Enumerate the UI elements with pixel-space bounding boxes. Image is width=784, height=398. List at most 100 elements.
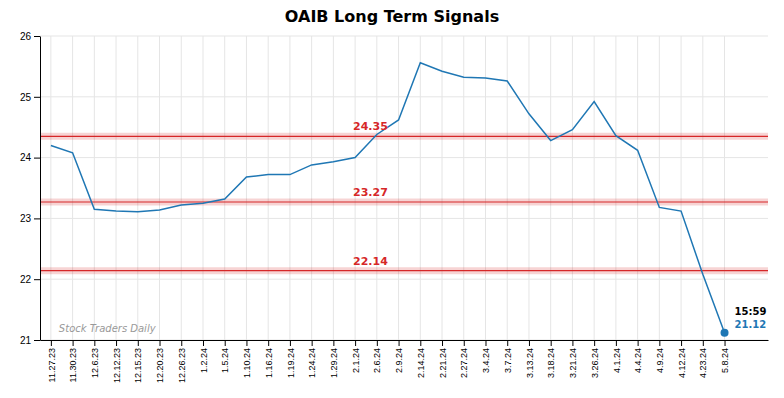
tick-mark <box>616 340 617 346</box>
tick-mark <box>34 36 40 37</box>
tick-mark <box>225 340 226 346</box>
tick-mark <box>160 340 161 346</box>
y-tick: 23 <box>20 213 40 224</box>
tick-mark <box>181 340 182 346</box>
y-tick: 21 <box>20 335 40 346</box>
tick-label: 3.7.24 <box>503 348 513 373</box>
x-tick: 1.16.24 <box>264 340 274 378</box>
reference-line <box>40 270 768 271</box>
tick-mark <box>51 340 52 346</box>
tick-mark <box>551 340 552 346</box>
tick-mark <box>703 340 704 346</box>
tick-mark <box>333 340 334 346</box>
tick-mark <box>659 340 660 346</box>
tick-label: 2.14.24 <box>416 348 426 378</box>
grid-line <box>550 36 551 340</box>
x-tick: 12.6.23 <box>90 340 100 378</box>
grid-line <box>442 36 443 340</box>
tick-mark <box>34 218 40 219</box>
tick-label: 4.4.24 <box>633 348 643 373</box>
grid-line <box>637 36 638 340</box>
tick-mark <box>116 340 117 346</box>
grid-line <box>659 36 660 340</box>
grid-line <box>572 36 573 340</box>
tick-mark <box>94 340 95 346</box>
tick-mark <box>34 158 40 159</box>
grid-line <box>72 36 73 340</box>
x-tick: 3.4.24 <box>481 340 491 373</box>
tick-mark <box>638 340 639 346</box>
x-tick: 2.21.24 <box>438 340 448 378</box>
x-tick: 12.15.23 <box>133 340 143 383</box>
x-tick: 11.30.23 <box>68 340 78 382</box>
x-tick: 3.21.24 <box>568 340 578 378</box>
grid-line <box>485 36 486 340</box>
chart: OAIB Long Term Signals11.27.2311.30.2312… <box>0 0 784 398</box>
y-tick: 26 <box>20 31 40 42</box>
grid-line <box>159 36 160 340</box>
tick-label: 3.26.24 <box>590 348 600 378</box>
tick-mark <box>312 340 313 346</box>
x-tick: 11.27.23 <box>47 340 57 382</box>
grid-line <box>681 36 682 340</box>
tick-mark <box>138 340 139 346</box>
tick-label: 4.12.24 <box>677 348 687 378</box>
grid-line <box>40 218 768 219</box>
tick-mark <box>442 340 443 346</box>
tick-mark <box>34 97 40 98</box>
grid-line <box>116 36 117 340</box>
tick-label: 3.13.24 <box>525 348 535 378</box>
tick-mark <box>594 340 595 346</box>
endpoint-time: 15:59 <box>735 306 767 317</box>
annotations: 24.3523.2722.1415:5921.12Stock Traders D… <box>59 120 767 334</box>
tick-mark <box>464 340 465 346</box>
tick-mark <box>725 340 726 346</box>
tick-mark <box>268 340 269 346</box>
grid-line <box>724 36 725 340</box>
tick-label: 11.27.23 <box>47 348 57 382</box>
marks <box>40 63 768 337</box>
tick-label: 23 <box>20 213 32 224</box>
tick-label: 12.6.23 <box>90 348 100 378</box>
reference-band <box>40 267 768 274</box>
y-tick: 24 <box>20 152 40 163</box>
x-tick: 4.9.24 <box>655 340 665 373</box>
tick-label: 1.10.24 <box>242 348 252 378</box>
reference-label: 23.27 <box>353 186 388 199</box>
grid-line <box>289 36 290 340</box>
grid-line <box>137 36 138 340</box>
tick-mark <box>246 340 247 346</box>
tick-mark <box>399 340 400 346</box>
tick-label: 1.5.24 <box>220 348 230 373</box>
tick-mark <box>485 340 486 346</box>
grid-line <box>40 157 768 158</box>
tick-label: 26 <box>20 31 32 42</box>
tick-label: 4.23.24 <box>698 348 708 378</box>
tick-mark <box>529 340 530 346</box>
x-tick: 2.6.24 <box>372 340 382 373</box>
x-tick: 2.14.24 <box>416 340 426 378</box>
endpoint-dot <box>721 329 729 337</box>
grid-line <box>702 36 703 340</box>
tick-mark <box>377 340 378 346</box>
tick-mark <box>572 340 573 346</box>
tick-label: 1.2.24 <box>199 348 209 373</box>
x-tick: 4.1.24 <box>612 340 622 373</box>
x-tick: 12.20.23 <box>155 340 165 383</box>
reference-label: 24.35 <box>353 120 388 133</box>
x-axis: 11.27.23 11.30.23 12.6.23 12.12.23 12.15.23 1… <box>41 340 769 383</box>
y-tick: 22 <box>20 274 40 285</box>
x-tick: 1.24.24 <box>307 340 317 378</box>
tick-mark <box>203 340 204 346</box>
tick-mark <box>681 340 682 346</box>
watermark: Stock Traders Daily <box>59 323 157 334</box>
grid-line <box>311 36 312 340</box>
tick-label: 4.9.24 <box>655 348 665 373</box>
x-tick: 3.18.24 <box>546 340 556 378</box>
tick-label: 1.16.24 <box>264 348 274 378</box>
grid-line <box>40 36 768 37</box>
x-tick: 3.26.24 <box>590 340 600 378</box>
tick-label: 2.9.24 <box>394 348 404 373</box>
x-tick: 12.12.23 <box>112 340 122 383</box>
grid-line <box>615 36 616 340</box>
